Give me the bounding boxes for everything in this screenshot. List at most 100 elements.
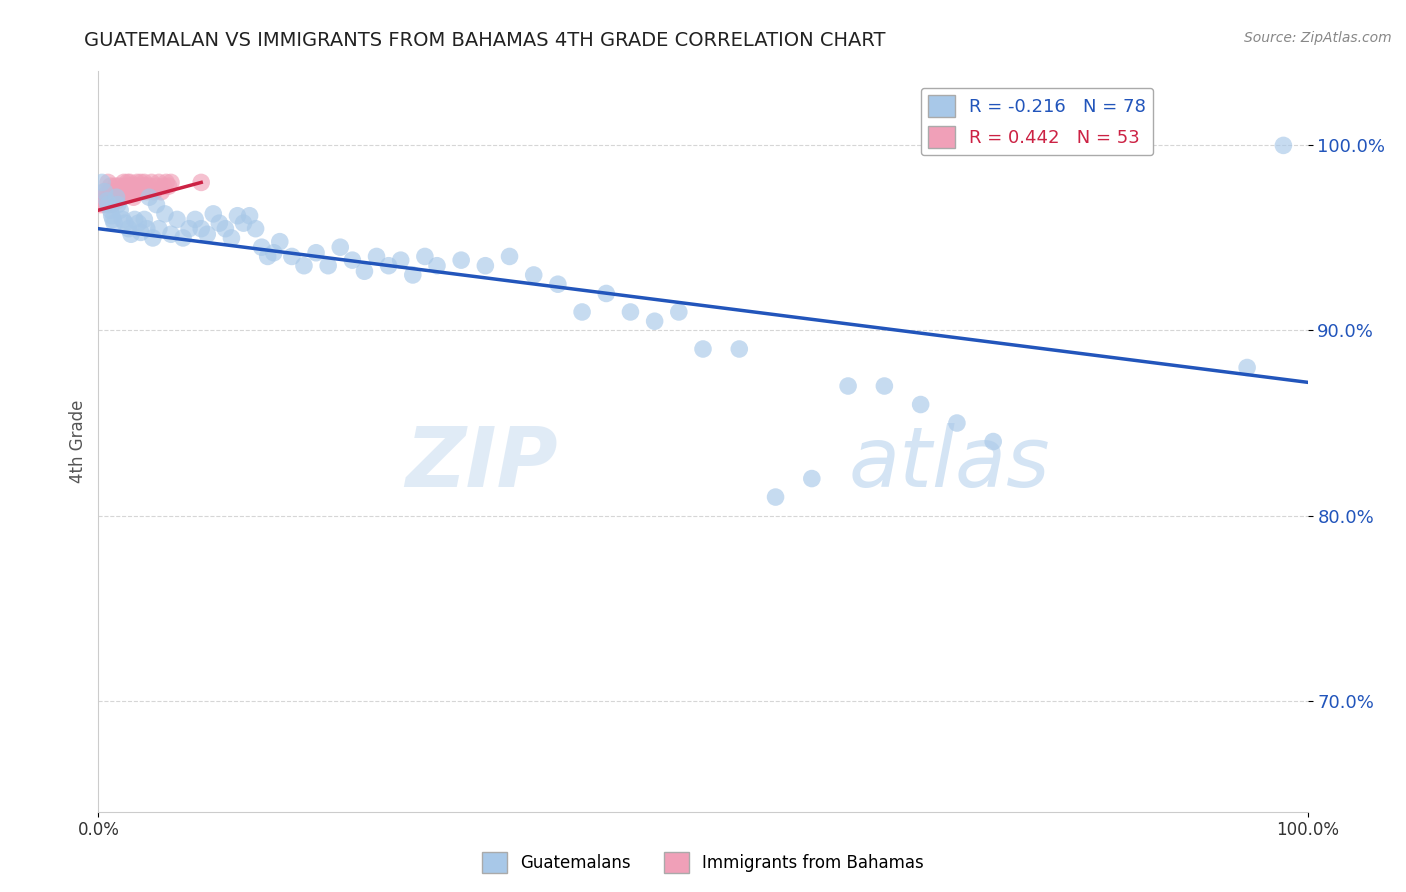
Point xyxy=(114,179,136,194)
Point xyxy=(765,490,787,504)
Point xyxy=(127,216,149,230)
Point xyxy=(413,250,436,264)
Point xyxy=(105,185,128,199)
Point xyxy=(245,221,267,235)
Point xyxy=(377,259,399,273)
Point xyxy=(269,235,291,249)
Point xyxy=(910,397,932,411)
Point xyxy=(114,216,136,230)
Point xyxy=(97,197,120,211)
Point xyxy=(263,245,285,260)
Point xyxy=(498,250,520,264)
Point xyxy=(118,221,141,235)
Point xyxy=(97,185,120,199)
Point xyxy=(100,185,122,199)
Point xyxy=(389,253,412,268)
Point xyxy=(100,179,122,194)
Point xyxy=(208,216,231,230)
Point xyxy=(143,185,166,199)
Point xyxy=(353,264,375,278)
Point xyxy=(800,471,823,485)
Point xyxy=(523,268,546,282)
Point xyxy=(179,221,201,235)
Point xyxy=(157,179,180,194)
Point xyxy=(125,179,148,194)
Point xyxy=(104,179,127,194)
Point xyxy=(692,342,714,356)
Point xyxy=(873,379,896,393)
Point xyxy=(250,240,273,254)
Point xyxy=(103,216,125,230)
Point xyxy=(474,259,496,273)
Point xyxy=(1236,360,1258,375)
Point xyxy=(117,175,139,190)
Point xyxy=(145,179,167,194)
Point xyxy=(107,190,129,204)
Point xyxy=(728,342,751,356)
Point xyxy=(107,197,129,211)
Legend: R = -0.216   N = 78, R = 0.442   N = 53: R = -0.216 N = 78, R = 0.442 N = 53 xyxy=(921,87,1153,155)
Legend: Guatemalans, Immigrants from Bahamas: Guatemalans, Immigrants from Bahamas xyxy=(475,846,931,880)
Point xyxy=(96,194,118,208)
Y-axis label: 4th Grade: 4th Grade xyxy=(69,400,87,483)
Point xyxy=(148,175,170,190)
Point xyxy=(1272,138,1295,153)
Point xyxy=(329,240,352,254)
Point xyxy=(91,175,114,190)
Point xyxy=(342,253,364,268)
Point xyxy=(132,179,155,194)
Point xyxy=(96,194,118,208)
Point xyxy=(110,190,132,204)
Point xyxy=(239,209,262,223)
Point xyxy=(160,227,183,242)
Point xyxy=(108,203,131,218)
Text: Source: ZipAtlas.com: Source: ZipAtlas.com xyxy=(1244,31,1392,45)
Point xyxy=(121,179,143,194)
Point xyxy=(124,185,146,199)
Point xyxy=(138,179,160,194)
Point xyxy=(316,259,339,273)
Point xyxy=(184,212,207,227)
Point xyxy=(946,416,969,430)
Point xyxy=(402,268,425,282)
Point xyxy=(450,253,472,268)
Point xyxy=(93,185,115,199)
Point xyxy=(122,190,145,204)
Point xyxy=(105,194,128,208)
Point xyxy=(127,185,149,199)
Point xyxy=(619,305,641,319)
Point xyxy=(150,185,173,199)
Point xyxy=(93,185,115,199)
Point xyxy=(190,175,212,190)
Point xyxy=(148,221,170,235)
Point xyxy=(153,207,176,221)
Point xyxy=(101,212,124,227)
Point xyxy=(305,245,328,260)
Point xyxy=(281,250,304,264)
Point xyxy=(134,212,156,227)
Point xyxy=(108,185,131,199)
Point xyxy=(98,190,121,204)
Point xyxy=(91,190,114,204)
Point xyxy=(120,185,142,199)
Point xyxy=(214,221,236,235)
Point xyxy=(644,314,666,328)
Point xyxy=(115,185,138,199)
Point xyxy=(426,259,449,273)
Point xyxy=(108,179,131,194)
Point xyxy=(221,231,243,245)
Point xyxy=(547,277,569,292)
Point xyxy=(256,250,278,264)
Point xyxy=(837,379,859,393)
Text: ZIP: ZIP xyxy=(405,423,558,504)
Point xyxy=(366,250,388,264)
Point xyxy=(100,203,122,218)
Point xyxy=(134,175,156,190)
Point xyxy=(141,175,163,190)
Point xyxy=(135,185,157,199)
Point xyxy=(202,207,225,221)
Point xyxy=(226,209,249,223)
Point xyxy=(160,175,183,190)
Point xyxy=(145,197,167,211)
Point xyxy=(129,226,152,240)
